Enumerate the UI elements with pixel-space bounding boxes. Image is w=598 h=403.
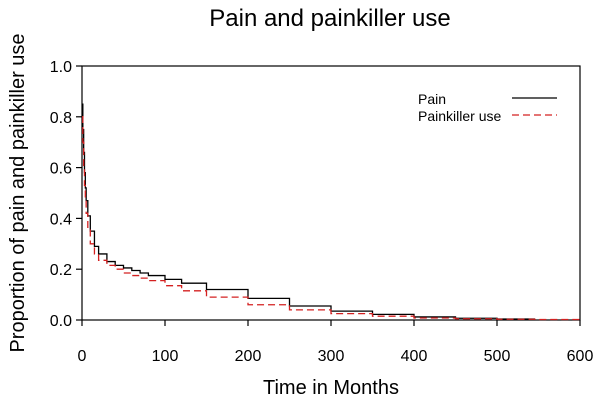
legend-label-pain: Pain [418,91,446,107]
chart-title: Pain and painkiller use [209,5,451,32]
x-tick-label-6: 600 [567,348,594,365]
x-tick-label-3: 300 [318,348,345,365]
x-tick-label-1: 100 [152,348,179,365]
x-tick-label-4: 400 [401,348,428,365]
y-tick-label-3: 0.6 [50,161,72,178]
y-tick-label-0: 0.0 [50,313,72,330]
legend: Pain Painkiller use [418,91,557,124]
series-line-painkiller-use [82,116,581,321]
x-axis-label: Time in Months [263,377,399,399]
series-line-pain [82,103,535,320]
y-tick-label-1: 0.2 [50,262,72,279]
x-tick-label-5: 500 [484,348,511,365]
x-tick-label-0: 0 [78,348,87,365]
x-tick-label-2: 200 [235,348,262,365]
y-tick-label-5: 1.0 [50,59,72,76]
y-tick-label-2: 0.4 [50,211,72,228]
y-tick-label-4: 0.8 [50,110,72,127]
legend-label-painkiller-use: Painkiller use [418,108,501,124]
y-axis-label: Proportion of pain and painkiller use [7,33,29,352]
x-axis: 0 100 200 300 400 500 600 [78,320,594,365]
series-layer [82,103,581,321]
plot-frame [81,65,581,321]
y-axis: 0.0 0.2 0.4 0.6 0.8 1.0 [50,59,82,330]
